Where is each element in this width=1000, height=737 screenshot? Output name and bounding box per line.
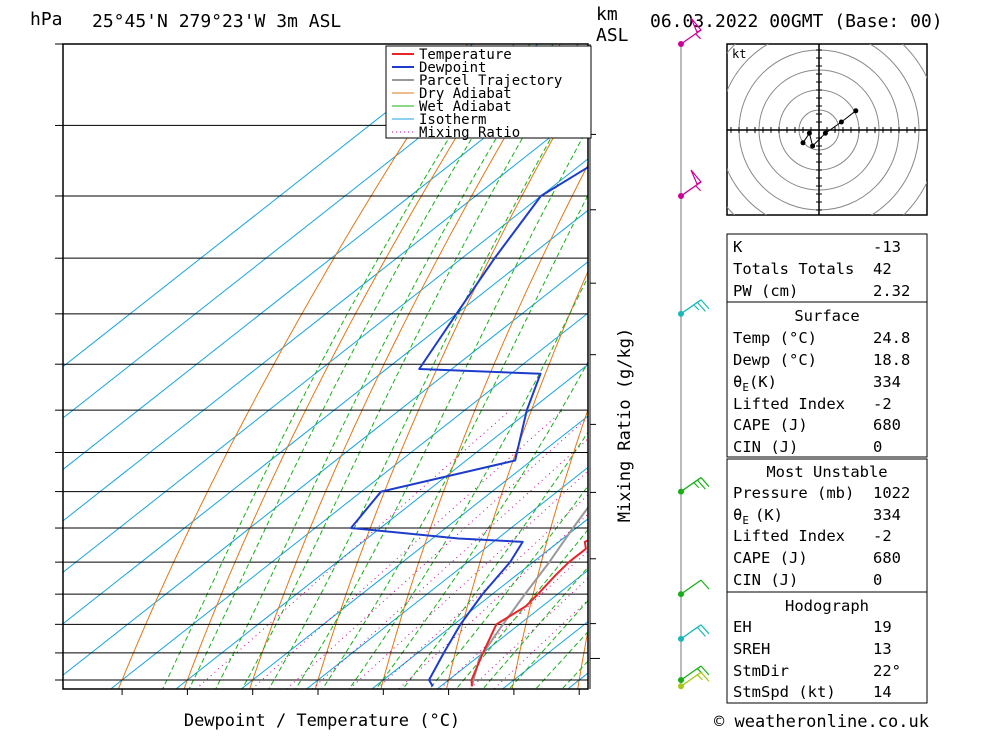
wind-barb-shaft [681,666,701,680]
mixing-ratio-line [331,410,655,706]
mu-theta-label: θE(K) [733,506,783,527]
most-unstable-title: Most Unstable [766,463,887,481]
surface-li-value: -2 [873,395,892,413]
mu-cin-value: 0 [873,571,882,589]
surface-theta-label: θE(K) [733,373,777,394]
mu-pressure-label: Pressure (mb) [733,484,854,502]
mu-theta-value: 334 [873,506,901,524]
index-table: K -13 Totals Totals 42 PW (cm) 2.32 [727,234,927,302]
hodograph-point [823,131,828,136]
wind-barb [678,580,709,597]
wind-barb [678,300,709,317]
pressure-axis [55,44,63,680]
mu-pressure-value: 1022 [873,484,910,502]
totals-label: Totals Totals [733,260,854,278]
mu-cin-label: CIN (J) [733,571,798,589]
stmspd-label: StmSpd (kt) [733,683,836,701]
dry-adiabat-line [969,26,1000,706]
mu-li-value: -2 [873,527,892,545]
mu-li-label: Lifted Index [733,527,845,545]
wind-barb-shaft [681,580,701,594]
stmspd-value: 14 [873,683,892,701]
hodograph-unit: kt [732,47,746,61]
surface-theta-value: 334 [873,373,901,391]
totals-value: 42 [873,260,892,278]
asl-unit-label: ASL [596,25,629,46]
wind-barb-half [696,186,701,191]
hodograph-point [839,120,844,125]
location-title: 25°45'N 279°23'W 3m ASL [92,11,341,32]
wind-barb [678,478,709,495]
stmdir-value: 22° [873,662,901,680]
surface-cape-value: 680 [873,416,901,434]
wind-barb-half [696,34,701,39]
wind-barb [678,666,709,683]
eh-label: EH [733,618,752,636]
hodograph-point [807,131,812,136]
hodograph-table: Hodograph EH 19 SREH 13 StmDir 22° StmSp… [727,592,927,703]
surface-temp-value: 24.8 [873,329,910,347]
wind-barb-full [701,580,709,589]
wind-barb-pennant [691,170,701,184]
legend: Temperature Dewpoint Parcel Trajectory D… [386,46,591,141]
k-index-label: K [733,238,743,256]
surface-cin-label: CIN (J) [733,438,798,456]
hodograph-table-title: Hodograph [785,597,869,615]
surface-cape-label: CAPE (J) [733,416,808,434]
sreh-value: 13 [873,640,892,658]
wind-barb-shaft [681,300,701,314]
surface-title: Surface [794,307,859,325]
sreh-label: SREH [733,640,770,658]
wind-barb-shaft [681,672,701,686]
height-axis [590,134,600,658]
wind-barb-shaft [681,625,701,639]
most-unstable-table: Most Unstable Pressure (mb) 1022 θE(K) 3… [727,459,927,592]
eh-value: 19 [873,618,892,636]
mixing-ratio-line [452,410,768,706]
mixing-ratio-line [268,410,596,706]
wind-barb-half [694,483,699,488]
surface-table: Surface Temp (°C) 24.8 Dewp (°C) 18.8 θE… [727,302,927,457]
k-index-value: -13 [873,238,901,256]
wind-barb-half [694,305,699,310]
temperature-axis [122,689,579,695]
mixing-ratio-line [422,410,740,706]
x-axis-label: Dewpoint / Temperature (°C) [184,711,460,731]
wind-barb [678,625,709,642]
mu-cape-value: 680 [873,549,901,567]
hodograph-point [853,108,858,113]
pw-label: PW (cm) [733,282,798,300]
surface-li-label: Lifted Index [733,395,845,413]
legend-mixing-ratio: Mixing Ratio [419,125,520,141]
surface-dewp-label: Dewp (°C) [733,351,817,369]
wind-barb-shaft [681,478,701,492]
isotherm-line [0,26,757,706]
wind-barb-half [697,675,702,680]
mixing-ratio-line [381,410,702,706]
hodograph-point [810,144,815,149]
km-unit-label: km [596,4,618,25]
hodograph: kt [699,10,939,250]
surface-dewp-value: 18.8 [873,351,910,369]
stmdir-label: StmDir [733,662,789,680]
hodograph-point [801,140,806,145]
wind-barbs [678,18,709,689]
footer-credit[interactable]: © weatheronline.co.uk [714,712,929,732]
surface-temp-label: Temp (°C) [733,329,817,347]
mu-cape-label: CAPE (J) [733,549,808,567]
pw-value: 2.32 [873,282,910,300]
left-unit-label: hPa [30,9,63,30]
mixing-ratio-axis-label: Mixing Ratio (g/kg) [615,328,635,522]
surface-cin-value: 0 [873,438,882,456]
